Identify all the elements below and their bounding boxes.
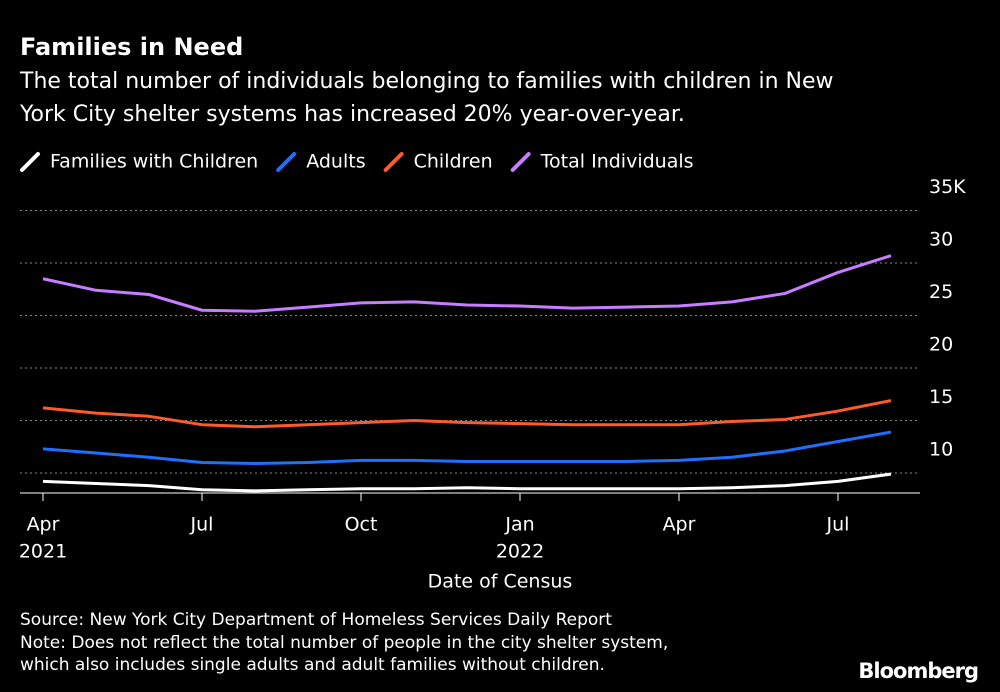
x-tick-label: Jan [504, 514, 534, 536]
note: which also includes single adults and ad… [20, 655, 605, 675]
y-tick-label: 35K [929, 176, 966, 198]
legend-swatch [383, 152, 404, 172]
x-tick-label: Jul [190, 514, 214, 536]
chart-title: Families in Need [20, 33, 243, 61]
x-year-label: 2021 [19, 541, 67, 563]
series-line [42, 430, 892, 466]
x-tick-label: Jul [826, 514, 850, 536]
legend-swatch [20, 152, 40, 172]
x-year-label: 2022 [496, 541, 544, 563]
legend-swatch [276, 152, 297, 172]
x-tick-label: Oct [345, 514, 378, 536]
legend-label: Children [414, 151, 493, 173]
brand: Bloomberg [858, 659, 978, 683]
legend-label: Adults [306, 151, 365, 173]
y-tick-label: 30 [929, 229, 953, 251]
y-tick-label: 25 [929, 281, 953, 303]
legend-swatch [510, 152, 531, 172]
legend-label: Total Individuals [540, 151, 694, 173]
note: Source: New York City Department of Home… [20, 610, 612, 630]
legend-label: Families with Children [50, 151, 258, 173]
y-tick-label: 15 [929, 386, 953, 408]
x-tick-label: Apr [27, 514, 60, 536]
subtitle: York City shelter systems has increased … [19, 102, 685, 127]
series-line [42, 399, 892, 429]
series-line [42, 254, 892, 313]
y-tick-label: 20 [929, 334, 953, 356]
note: Note: Does not reflect the total number … [20, 633, 668, 653]
series-line [42, 472, 892, 493]
y-tick-label: 10 [929, 439, 953, 461]
subtitle: The total number of individuals belongin… [19, 69, 834, 94]
x-tick-label: Apr [663, 514, 696, 536]
x-axis-label: Date of Census [428, 571, 573, 593]
